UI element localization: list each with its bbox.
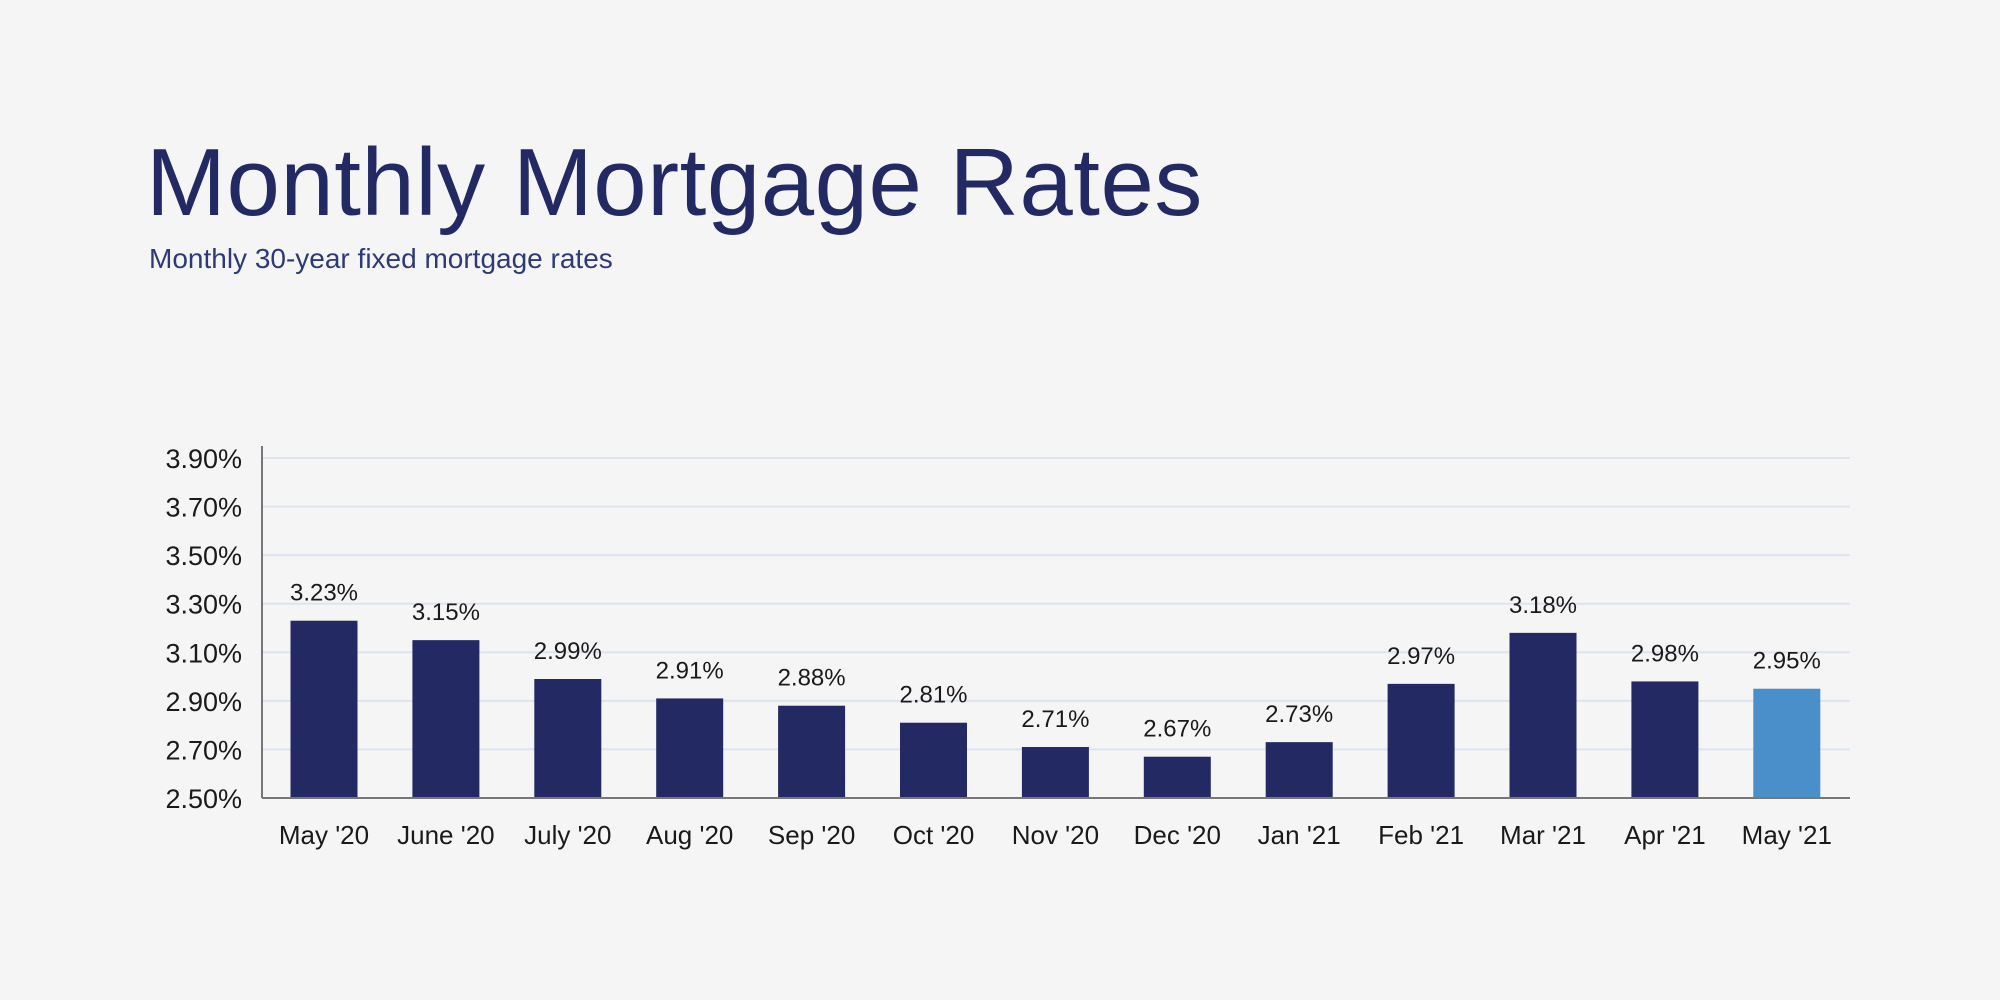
y-tick-label: 3.90% [165, 444, 242, 474]
bar [778, 705, 846, 798]
y-tick-label: 3.50% [165, 541, 242, 571]
data-label: 3.23% [290, 580, 358, 607]
bar [1631, 681, 1699, 798]
y-tick-label: 3.30% [165, 590, 242, 620]
data-label: 2.91% [656, 657, 724, 684]
data-label: 3.18% [1509, 592, 1577, 619]
bar [1265, 742, 1333, 798]
x-tick-label: June '20 [397, 820, 495, 850]
data-label: 2.67% [1143, 716, 1211, 743]
bar [656, 698, 724, 798]
bar [1021, 747, 1089, 798]
bar [1387, 683, 1455, 798]
data-label: 2.81% [899, 682, 967, 709]
y-tick-label: 3.70% [165, 493, 242, 523]
bar [290, 620, 358, 798]
data-label: 2.73% [1265, 701, 1333, 728]
x-tick-label: Mar '21 [1500, 820, 1586, 850]
chart-subtitle: Monthly 30-year fixed mortgage rates [149, 243, 613, 274]
bar [1143, 756, 1211, 798]
bar [1509, 632, 1577, 798]
bar [412, 640, 480, 798]
data-label: 2.99% [534, 638, 602, 665]
data-label: 2.88% [778, 665, 846, 692]
x-tick-label: May '20 [279, 820, 369, 850]
y-tick-label: 3.10% [165, 638, 242, 668]
data-label: 3.15% [412, 599, 480, 626]
x-tick-label: May '21 [1742, 820, 1832, 850]
x-tick-label: Oct '20 [893, 820, 975, 850]
y-tick-label: 2.70% [165, 735, 242, 765]
bar [900, 722, 967, 798]
x-tick-label: Apr '21 [1624, 820, 1706, 850]
data-label: 2.95% [1753, 648, 1821, 675]
y-tick-label: 2.90% [165, 687, 242, 717]
data-label: 2.71% [1021, 706, 1089, 733]
x-tick-label: Aug '20 [646, 820, 733, 850]
data-label: 2.98% [1631, 640, 1699, 667]
x-tick-label: Dec '20 [1134, 820, 1221, 850]
x-tick-label: Feb '21 [1378, 820, 1464, 850]
x-tick-label: July '20 [524, 820, 611, 850]
bar [534, 679, 602, 798]
chart-title: Monthly Mortgage Rates [146, 129, 1203, 236]
x-tick-label: Jan '21 [1258, 820, 1341, 850]
x-tick-label: Nov '20 [1012, 820, 1099, 850]
data-label: 2.97% [1387, 643, 1455, 670]
x-tick-label: Sep '20 [768, 820, 855, 850]
y-tick-label: 2.50% [165, 784, 242, 814]
bar [1753, 688, 1821, 798]
